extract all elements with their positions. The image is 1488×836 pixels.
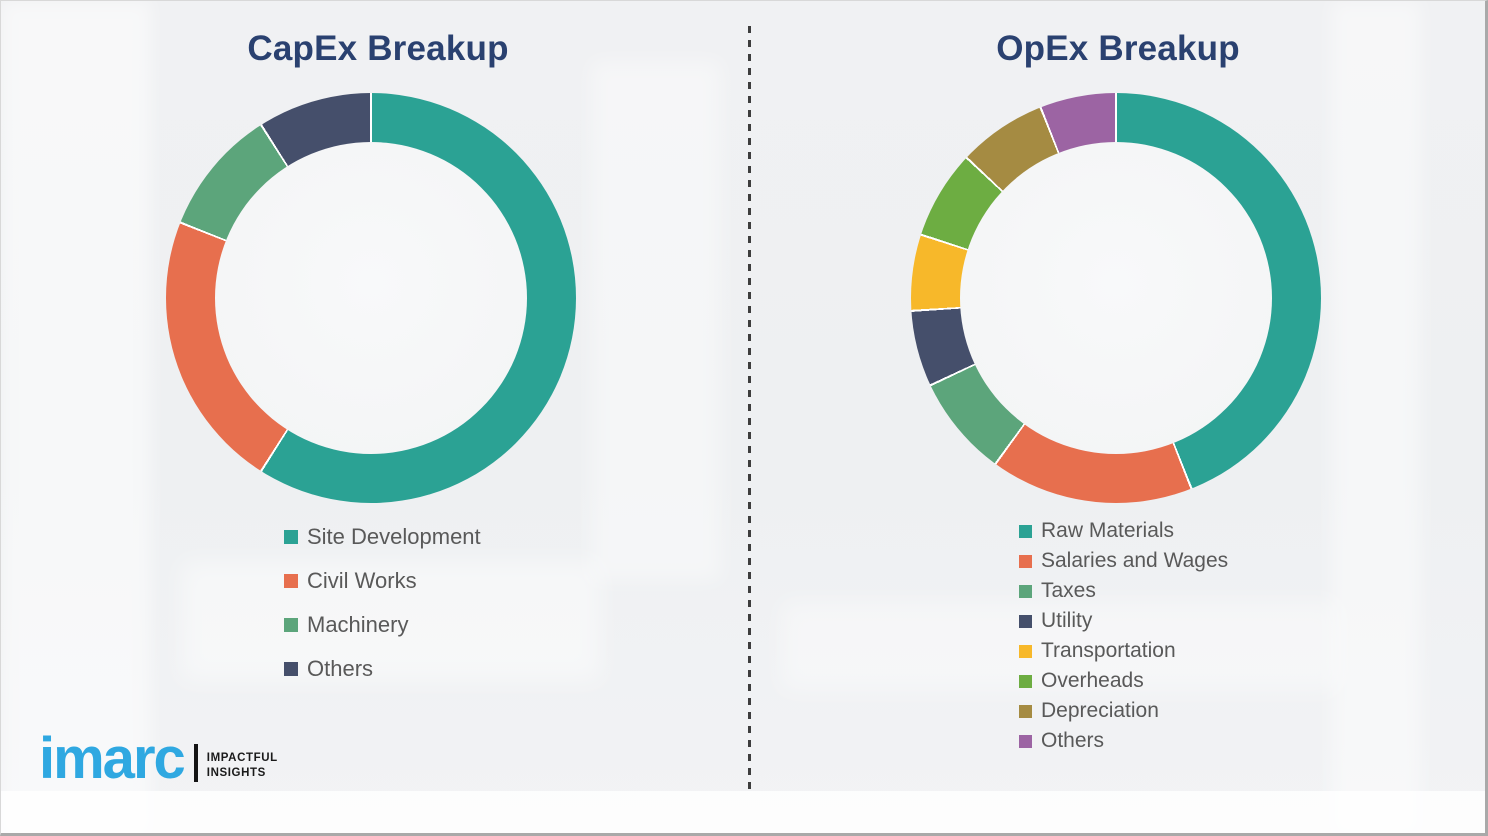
legend-swatch <box>1019 524 1032 538</box>
donut-hole <box>215 142 527 454</box>
capex-donut-chart <box>166 93 576 503</box>
legend-label: Taxes <box>1041 579 1096 602</box>
logo-tagline-line2: INSIGHTS <box>206 766 266 779</box>
legend-swatch <box>284 662 298 676</box>
capex-legend: Site Development Civil Works Machinery Othe… <box>284 515 481 691</box>
legend-swatch <box>284 618 298 632</box>
background-texture <box>1 791 1485 833</box>
legend-item: Others <box>1019 726 1228 756</box>
logo-tagline-line1: IMPACTFUL <box>206 751 278 764</box>
imarc-logo: imarc IMPACTFUL INSIGHTS <box>39 726 278 791</box>
legend-label: Site Development <box>307 524 481 549</box>
legend-label: Salaries and Wages <box>1041 549 1229 572</box>
legend-swatch <box>284 574 298 588</box>
opex-legend: Raw Materials Salaries and Wages Taxes Util… <box>1019 516 1228 756</box>
opex-title: OpEx Breakup <box>996 29 1240 68</box>
legend-label: Others <box>1041 729 1105 752</box>
background-texture <box>591 61 721 581</box>
background-texture <box>1331 1 1421 833</box>
legend-item: Civil Works <box>284 559 481 603</box>
legend-swatch <box>1019 674 1032 688</box>
legend-label: Raw Materials <box>1041 519 1175 542</box>
legend-item: Utility <box>1019 606 1228 636</box>
legend-item: Machinery <box>284 603 481 647</box>
legend-swatch <box>1019 614 1032 628</box>
legend-swatch <box>284 530 298 544</box>
opex-donut-chart <box>911 93 1321 503</box>
legend-item: Depreciation <box>1019 696 1228 726</box>
legend-swatch <box>1019 554 1032 568</box>
imarc-wordmark: imarc <box>39 726 186 791</box>
legend-item: Site Development <box>284 515 481 559</box>
divider-dashed-line <box>748 26 751 791</box>
legend-item: Raw Materials <box>1019 516 1228 546</box>
legend-label: Machinery <box>307 612 409 637</box>
legend-item: Salaries and Wages <box>1019 546 1228 576</box>
legend-item: Others <box>284 647 481 691</box>
legend-label: Others <box>307 656 374 681</box>
legend-item: Overheads <box>1019 666 1228 696</box>
legend-item: Transportation <box>1019 636 1228 666</box>
legend-label: Civil Works <box>307 568 417 593</box>
donut-hole <box>960 142 1272 454</box>
legend-swatch <box>1019 644 1032 658</box>
logo-divider-bar <box>193 744 198 783</box>
legend-label: Utility <box>1041 609 1093 632</box>
logo-tagline: IMPACTFUL INSIGHTS <box>207 751 278 780</box>
legend-swatch <box>1019 734 1032 748</box>
background-texture <box>1 1 151 833</box>
legend-swatch <box>1019 584 1032 598</box>
capex-title: CapEx Breakup <box>247 29 509 68</box>
legend-swatch <box>1019 704 1032 718</box>
legend-label: Transportation <box>1041 639 1176 662</box>
legend-item: Taxes <box>1019 576 1228 606</box>
legend-label: Overheads <box>1041 669 1144 692</box>
legend-label: Depreciation <box>1041 699 1159 722</box>
